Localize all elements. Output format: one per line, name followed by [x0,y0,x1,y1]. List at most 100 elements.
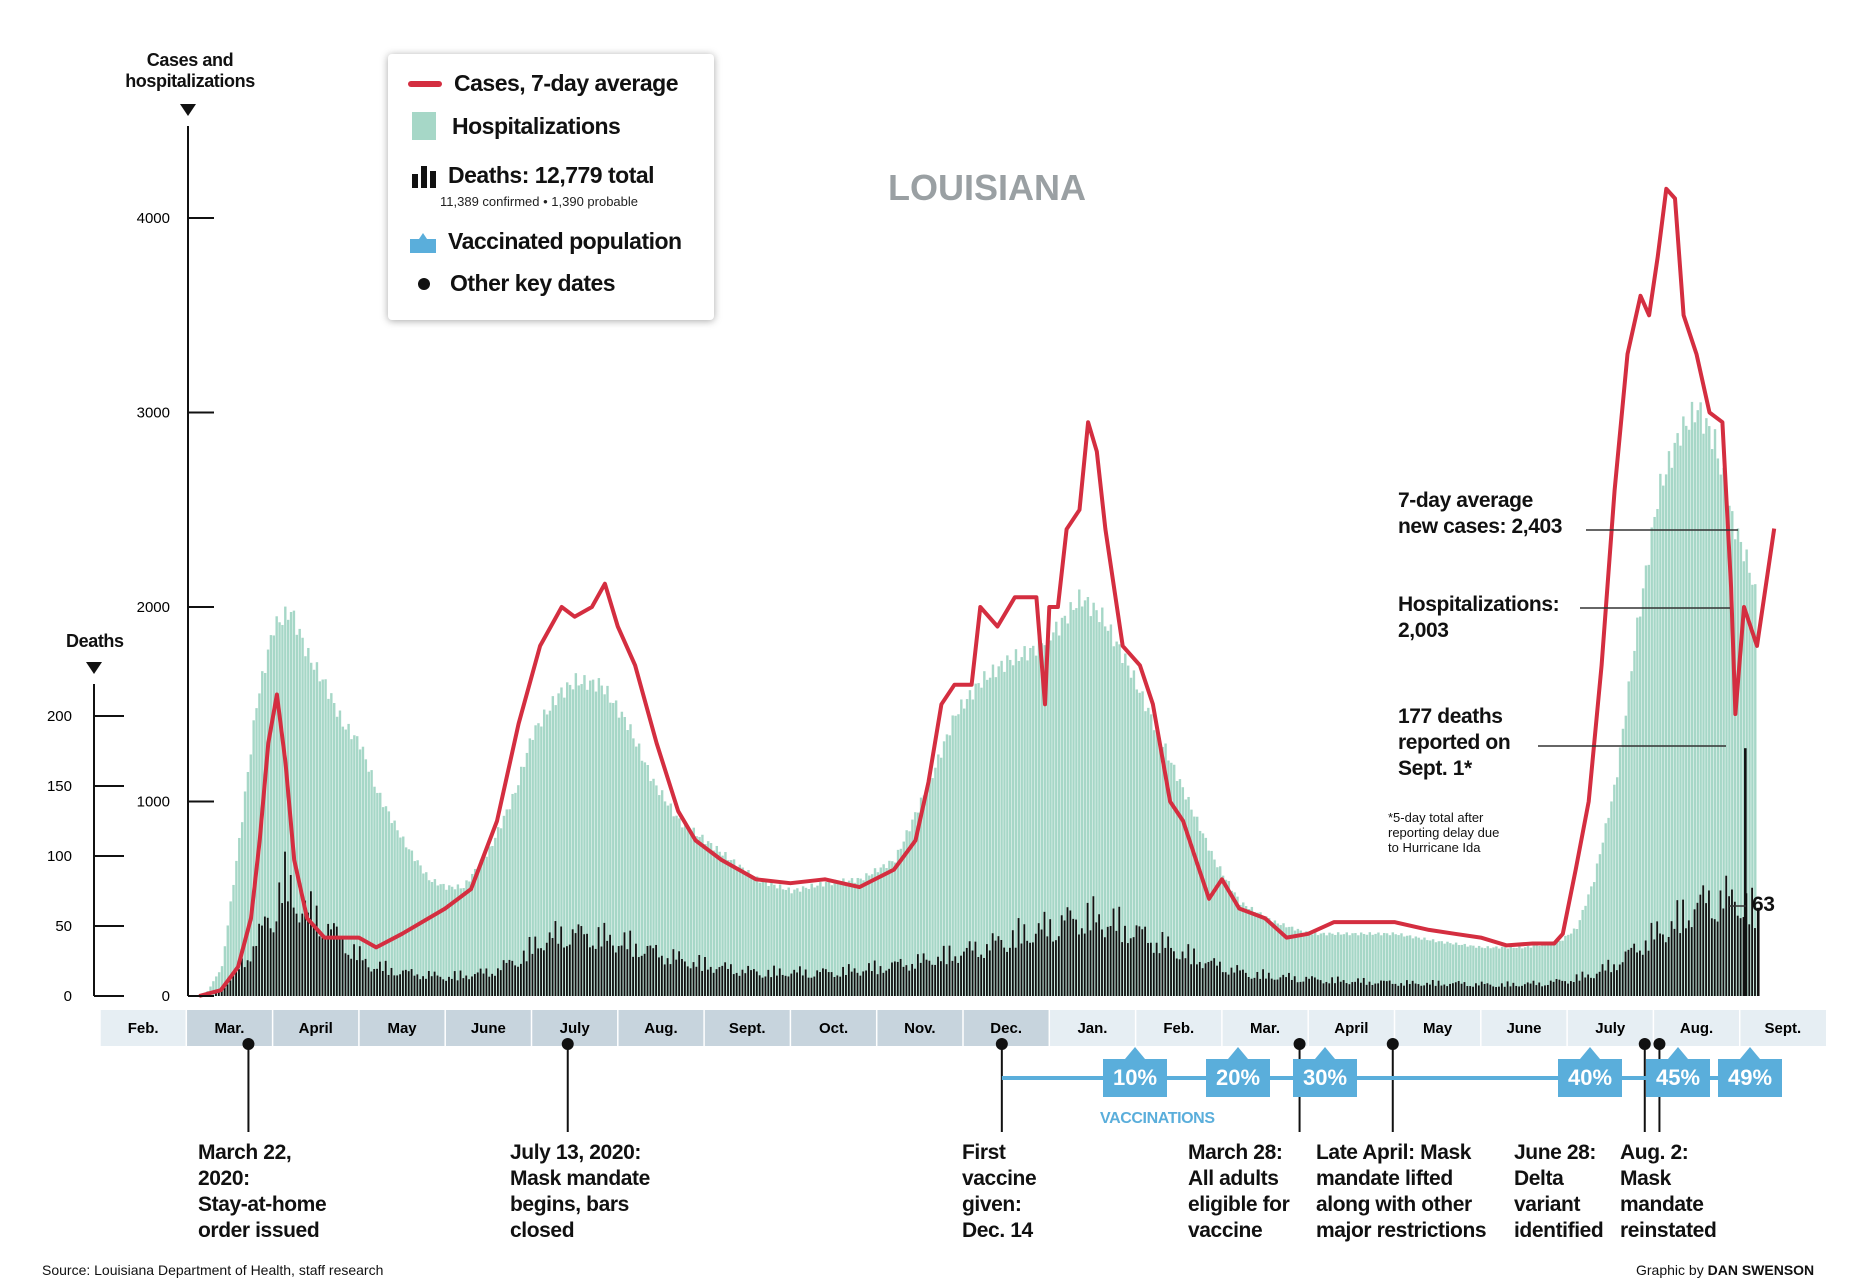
death-bar [1391,983,1394,996]
death-bar [1558,979,1561,996]
death-bar [1193,948,1195,996]
death-bar [1296,982,1299,996]
death-bar [1086,902,1089,996]
hospitalization-column [761,880,765,996]
death-bar [381,970,384,996]
hospitalization-column [1032,645,1035,996]
death-bar [706,969,709,996]
death-bar [1644,940,1647,996]
hospitalization-column [919,797,923,996]
hospitalization-column [1417,937,1420,996]
key-date-line: March 22, [198,1141,292,1164]
hospitalization-column [1302,933,1305,996]
death-bar [1124,925,1126,996]
death-bar [914,968,916,996]
hospitalization-column [1052,632,1055,996]
hospitalization-column [908,831,911,996]
death-bar [1595,973,1598,996]
sept1-deaths-annotation: 177 deaths reported on Sept. 1* [1398,704,1511,782]
death-bar [859,975,862,996]
hospitalization-column [1221,875,1225,996]
death-bar [1184,958,1187,996]
hospitalization-column [885,867,888,996]
hospitalization-column [1679,445,1682,996]
death-bar [1020,943,1023,996]
death-bar [318,936,321,996]
death-bar [1575,974,1578,996]
death-bar [983,957,985,996]
credit-name: DAN SWENSON [1707,1262,1815,1278]
hospitalization-column [594,691,598,996]
legend-item-deaths: Deaths: 12,779 total [408,162,655,189]
death-bar [1526,982,1529,996]
hospitalization-column [612,703,615,996]
hospitalization-column [623,717,626,996]
key-date-label-mask-mandate: July 13, 2020: Mask mandate begins, bars… [510,1140,650,1244]
hospitalization-column [945,734,949,996]
hospitalization-column [1498,948,1501,996]
key-date-line: mandate [1620,1193,1704,1216]
hospitalization-column [704,844,707,996]
hospitalization-column [859,878,862,996]
hospitalization-column [842,878,845,996]
death-bar [571,929,574,996]
hospitalization-column [1500,946,1504,996]
key-date-label-mask-lifted: Late April: Mask mandate lifted along wi… [1316,1140,1487,1244]
death-bar [623,932,626,996]
death-bar [566,946,568,996]
death-bar [238,969,240,996]
death-bar [275,921,278,996]
death-bar [1118,906,1121,996]
hospitalization-column [427,880,431,996]
death-bar [594,948,597,996]
death-bar [1495,987,1497,996]
month-label: Jan. [1077,1020,1107,1037]
hospitalization-column [1362,933,1366,996]
hospitalization-column [963,708,966,996]
month-cell [1221,1010,1309,1046]
hospitalization-column [540,726,543,996]
death-bar [908,970,911,996]
month-cell [531,1010,618,1046]
death-bar [364,958,367,996]
death-bar [1618,964,1621,996]
legend-deaths-breakdown: 11,389 confirmed • 1,390 probable [440,194,639,209]
hospitalization-column [1308,934,1311,996]
cases-tick-label: 1000 [137,794,170,811]
hospitalization-column [753,878,756,996]
death-bar [951,960,954,996]
hospitalization-column [988,677,992,996]
death-bar [330,929,332,996]
hospitalization-column [485,856,488,996]
month-label: Aug. [644,1020,677,1037]
death-bar [1452,983,1454,996]
hospitalization-column [1592,882,1596,996]
death-bar [1293,976,1296,996]
hospitalization-column [1641,588,1645,996]
death-bar [217,991,220,996]
legend-label-deaths: Deaths: 12,779 total [448,162,655,188]
death-bar [1259,978,1262,996]
death-bar [1167,936,1170,996]
death-bar [1406,980,1408,996]
death-bar [804,969,807,996]
death-bar [548,932,551,996]
hospitalization-column [563,697,566,996]
death-bar [1009,947,1011,996]
hospitalization-column [356,736,359,996]
hospitalization-column [511,793,514,996]
hospitalization-column [1190,809,1193,996]
death-bar [476,972,479,996]
hospitalization-column [706,841,710,996]
death-bar [997,936,1000,996]
hospitalization-column [1057,635,1061,996]
death-bar [462,978,465,996]
milestone-arrow-icon [1668,1047,1688,1059]
death-bar [850,971,853,996]
hospitalization-column [1716,458,1720,996]
hospitalization-column [439,884,442,996]
hospitalizations-annotation-line2: 2,003 [1398,619,1449,642]
hospitalization-column [1702,433,1705,997]
death-bar [453,971,456,996]
